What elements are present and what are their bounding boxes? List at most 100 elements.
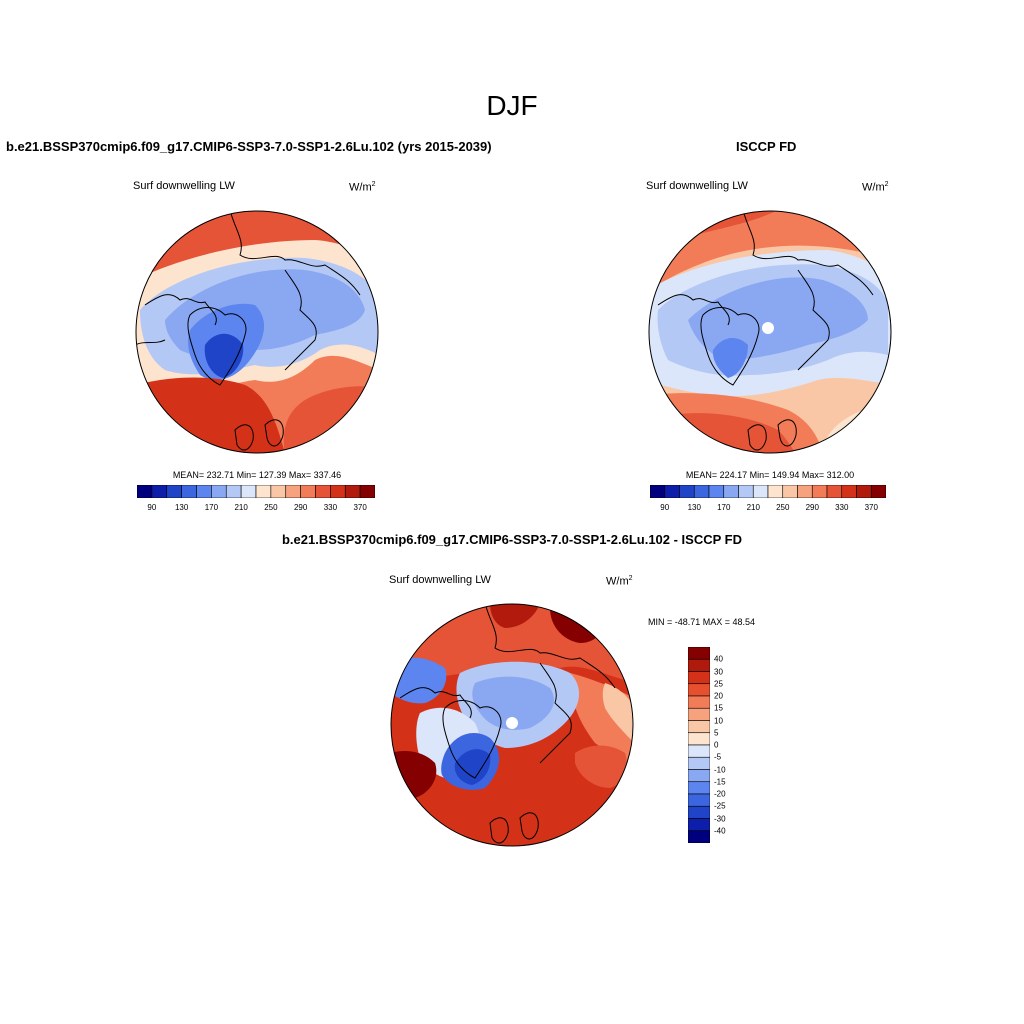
colorbar-tick-label: -25	[714, 801, 726, 811]
colorbar-swatch	[811, 485, 828, 498]
colorbar-swatch	[688, 818, 710, 832]
colorbar-tick-label: 15	[714, 703, 723, 713]
colorbar-swatch	[300, 485, 316, 498]
panel-1-units: W/m2	[349, 181, 376, 194]
colorbar-swatch	[211, 485, 227, 498]
colorbar-tick-label: 330	[835, 503, 849, 512]
colorbar-swatch	[688, 830, 710, 843]
colorbar-swatch	[151, 485, 168, 498]
panel-3-units: W/m2	[606, 575, 633, 588]
colorbar-swatch	[359, 485, 375, 498]
colorbar-tick-label: -5	[714, 752, 722, 762]
main-title: DJF	[486, 90, 538, 121]
colorbar-swatch	[688, 647, 710, 660]
panel-2-stats: MEAN= 224.17 Min= 149.94 Max= 312.00	[685, 470, 855, 480]
colorbar-swatch	[688, 707, 710, 721]
panel-2-colorbar-labels: 90 130 170 210 250 290 330 370	[650, 503, 886, 515]
colorbar-swatch	[196, 485, 212, 498]
panel-2-title: ISCCP FD	[736, 139, 797, 154]
colorbar-swatch	[315, 485, 331, 498]
coastlines	[136, 211, 361, 451]
colorbar-tick-label: 25	[714, 679, 723, 689]
colorbar-swatch	[841, 485, 857, 498]
colorbar-swatch	[166, 485, 182, 498]
colorbar-tick-label: 0	[714, 740, 719, 750]
colorbar-swatch	[752, 485, 769, 498]
colorbar-swatch	[782, 485, 798, 498]
colorbar-swatch	[688, 732, 710, 746]
colorbar-tick-label: 250	[264, 503, 278, 512]
colorbar-swatch	[870, 485, 886, 498]
colorbar-tick-label: 20	[714, 691, 723, 701]
colorbar-swatch	[225, 485, 242, 498]
panel-3-polar-map	[390, 603, 634, 847]
colorbar-swatch	[650, 485, 666, 498]
panel-3-variable-label: Surf downwelling LW	[389, 574, 491, 586]
colorbar-swatch	[688, 671, 710, 685]
colorbar-tick-label: 5	[714, 728, 719, 738]
colorbar-swatch	[688, 720, 710, 734]
colorbar-tick-label: 330	[323, 503, 338, 512]
colorbar-tick-label: 90	[147, 503, 157, 512]
panel-3-colorbar	[688, 647, 710, 843]
colorbar-tick-label: 370	[864, 503, 878, 512]
colorbar-tick-label: 90	[660, 503, 670, 512]
colorbar-swatch	[240, 485, 257, 498]
panel-1-stats: MEAN= 232.71 Min= 127.39 Max= 337.46	[172, 470, 342, 480]
colorbar-swatch	[137, 485, 153, 498]
colorbar-tick-label: 170	[717, 503, 731, 512]
colorbar-swatch	[797, 485, 813, 498]
colorbar-tick-label: -40	[714, 826, 726, 836]
colorbar-tick-label: -20	[714, 789, 726, 799]
colorbar-swatch	[330, 485, 346, 498]
colorbar-tick-label: -30	[714, 814, 726, 823]
panel-2-variable-label: Surf downwelling LW	[646, 180, 748, 192]
panel-1-colorbar	[137, 485, 375, 498]
colorbar-swatch	[688, 781, 710, 795]
colorbar-swatch	[688, 695, 710, 709]
colorbar-swatch	[270, 485, 287, 498]
colorbar-tick-label: 170	[204, 503, 219, 512]
colorbar-swatch	[181, 485, 197, 498]
colorbar-tick-label: 130	[687, 503, 701, 512]
panel-2-units: W/m2	[862, 181, 889, 194]
colorbar-swatch	[255, 485, 272, 498]
colorbar-swatch	[738, 485, 754, 498]
colorbar-swatch	[688, 793, 710, 807]
colorbar-tick-label: 290	[293, 503, 308, 512]
colorbar-tick-label: 210	[746, 503, 760, 512]
panel-2-polar-map	[648, 210, 892, 454]
colorbar-swatch	[856, 485, 872, 498]
colorbar-tick-label: 290	[805, 503, 819, 512]
panel-1-polar-map	[135, 210, 379, 454]
panel-1-title: b.e21.BSSP370cmip6.f09_g17.CMIP6-SSP3-7.…	[6, 139, 492, 154]
colorbar-swatch	[688, 658, 710, 672]
colorbar-swatch	[693, 485, 710, 498]
colorbar-tick-label: -10	[714, 765, 726, 774]
colorbar-swatch	[708, 485, 725, 498]
colorbar-swatch	[688, 683, 710, 697]
colorbar-tick-label: -15	[714, 777, 726, 787]
colorbar-tick-label: 210	[234, 503, 248, 512]
colorbar-swatch	[688, 769, 710, 783]
panel-2-colorbar	[650, 485, 886, 498]
colorbar-swatch	[679, 485, 695, 498]
colorbar-swatch	[688, 744, 710, 758]
colorbar-tick-label: 130	[174, 503, 189, 512]
colorbar-swatch	[688, 756, 710, 770]
colorbar-swatch	[826, 485, 843, 498]
colorbar-tick-label: 370	[353, 503, 367, 512]
colorbar-tick-label: 40	[714, 654, 723, 664]
colorbar-swatch	[723, 485, 739, 498]
colorbar-swatch	[767, 485, 784, 498]
colorbar-swatch	[285, 485, 301, 498]
panel-3-stats: MIN = -48.71 MAX = 48.54	[648, 617, 756, 627]
greenland-coldest-core	[204, 333, 244, 378]
colorbar-swatch	[664, 485, 680, 498]
colorbar-tick-label: 250	[776, 503, 790, 512]
colorbar-tick-label: 30	[714, 667, 723, 676]
panel-1-colorbar-labels: 90 130 170 210 250 290 330 370	[137, 503, 375, 515]
polar-missing-data-hole	[762, 322, 774, 334]
colorbar-swatch	[688, 805, 710, 819]
map-border	[135, 210, 379, 454]
